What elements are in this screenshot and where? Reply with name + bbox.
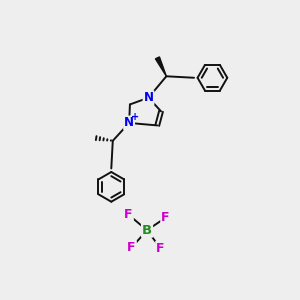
Polygon shape	[155, 57, 167, 76]
Text: N: N	[124, 116, 134, 130]
Text: F: F	[161, 211, 170, 224]
Text: F: F	[156, 242, 165, 255]
Text: B: B	[142, 224, 152, 237]
Text: +: +	[131, 112, 139, 122]
Text: F: F	[124, 208, 133, 221]
Text: F: F	[127, 241, 136, 254]
Text: N: N	[143, 91, 154, 104]
